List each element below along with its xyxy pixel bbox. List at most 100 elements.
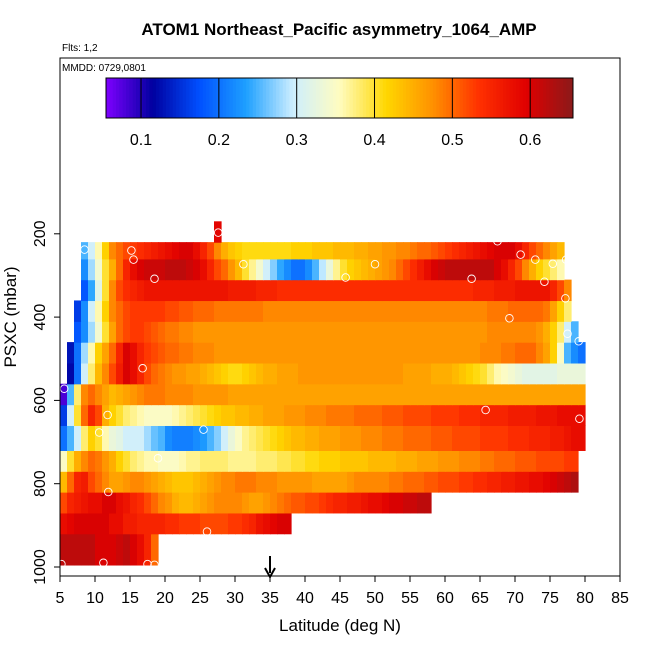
heatmap-cell [389,242,397,260]
heatmap-cell [179,492,187,514]
heatmap-cell [109,492,117,514]
heatmap-cell [102,383,110,406]
heatmap-cell [445,404,453,426]
heatmap-cell [431,258,439,281]
heatmap-cell [487,321,495,343]
heatmap-cell [151,383,159,406]
colorbar-segment [452,78,457,118]
x-tick-label: 65 [471,590,489,607]
heatmap-cell [438,471,446,493]
colorbar-segment [192,78,197,118]
colorbar-segment [402,78,407,118]
heatmap-cell [431,342,439,364]
colorbar-segment [542,78,547,118]
heatmap-cell [536,279,544,302]
colorbar-tick-label: 0.4 [363,132,385,149]
heatmap-cell [123,512,131,535]
heatmap-cell [242,300,250,322]
heatmap-cell [410,242,418,260]
heatmap-cell [473,425,481,451]
heatmap-cell [67,512,75,535]
heatmap-cell [151,258,159,281]
colorbar-segment [159,78,164,118]
heatmap-cell [123,242,131,260]
heatmap-cell [522,258,530,281]
colorbar-segment [222,78,227,118]
heatmap-cell [543,342,551,364]
heatmap-cell [354,342,362,364]
heatmap-cell [382,425,390,451]
heatmap-cell [95,258,103,281]
sample-point [94,428,104,437]
heatmap-cell [361,258,369,281]
colorbar-segment [349,78,354,118]
heatmap-cell [319,362,327,385]
heatmap-cell [347,450,355,472]
colorbar-segment [449,78,454,118]
colorbar-segment [142,78,147,118]
heatmap-cell [298,258,306,281]
heatmap-cell [298,321,306,343]
heatmap-cell [578,362,586,385]
heatmap-cell [368,258,376,281]
heatmap-cell [550,342,558,364]
heatmap-cell [200,342,208,364]
heatmap-cell [256,279,264,302]
heatmap-cell [305,342,313,364]
heatmap-cell [81,258,89,281]
heatmap-cell [424,383,432,406]
heatmap-cell [417,242,425,260]
heatmap-cell [256,383,264,406]
x-tick-label: 85 [611,590,629,607]
heatmap-cell [228,279,236,302]
heatmap-cell [291,321,299,343]
heatmap-cell [508,300,516,322]
heatmap-cell [501,258,509,281]
heatmap-cell [403,450,411,472]
heatmap-cell [116,279,124,302]
heatmap-cell [123,533,131,566]
heatmap-cell [438,321,446,343]
colorbar-segment [522,78,527,118]
colorbar-segment [126,78,130,118]
heatmap-cell [172,242,180,260]
heatmap-cell [487,300,495,322]
y-tick-label: 800 [32,470,49,497]
heatmap-cell [466,404,474,426]
heatmap-cell [277,471,285,493]
heatmap-cell [270,450,278,472]
colorbar-segment [462,78,467,118]
heatmap-cell [480,471,488,493]
heatmap-cell [452,300,460,322]
heatmap-cell [130,512,138,535]
heatmap-cell [179,404,187,426]
heatmap-cell [347,425,355,451]
colorbar-segment [382,78,387,118]
heatmap-cell [102,258,110,281]
colorbar-segment [336,78,340,118]
heatmap-cell [144,425,152,451]
heatmap-cell [459,450,467,472]
heatmap-cell [88,450,96,472]
heatmap-cell [305,492,313,514]
heatmap-cell [536,471,544,493]
heatmap-cell [340,471,348,493]
heatmap-cell [312,425,320,451]
heatmap-cell [102,242,110,260]
heatmap-cell [494,279,502,302]
heatmap-cell [179,425,187,451]
heatmap-cell [473,471,481,493]
heatmap-cell [179,279,187,302]
heatmap-cell [480,362,488,385]
heatmap-cell [410,450,418,472]
heatmap-cell [431,321,439,343]
heatmap-cell [417,471,425,493]
heatmap-cell [452,362,460,385]
heatmap-cell [424,342,432,364]
x-tick-label: 15 [121,590,139,607]
heatmap-cell [445,471,453,493]
heatmap-cell [179,383,187,406]
colorbar-segment [179,78,184,118]
heatmap-cell [564,362,572,385]
heatmap-cell [417,425,425,451]
